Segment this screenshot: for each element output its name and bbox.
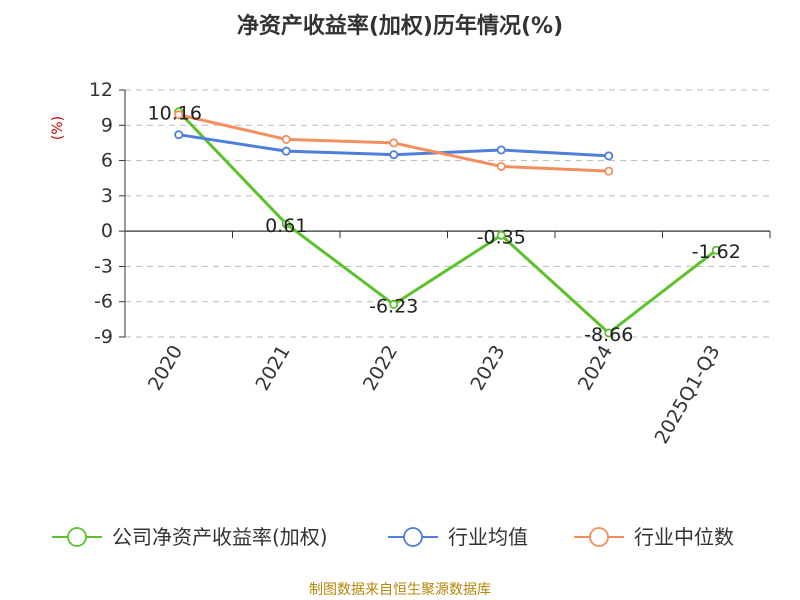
legend: 公司净资产收益率(加权) 行业均值 行业中位数	[52, 525, 734, 549]
data-point	[604, 166, 614, 176]
legend-swatch-marker	[403, 527, 423, 547]
data-point	[604, 151, 614, 161]
y-tick-label: -3	[94, 255, 113, 277]
legend-label: 行业中位数	[634, 525, 734, 549]
chart-title: 净资产收益率(加权)历年情况(%)	[237, 13, 563, 39]
y-tick-label: 0	[101, 220, 113, 242]
data-point	[389, 138, 399, 148]
data-point	[711, 245, 721, 255]
x-tick-labels: 2020 2021 2022 2023 2024 2025Q1-Q3	[144, 342, 725, 448]
legend-label: 行业均值	[448, 525, 528, 549]
x-tick-label: 2024	[574, 342, 617, 395]
series-lines	[174, 107, 721, 338]
y-tick-label: 3	[101, 185, 113, 207]
data-point	[281, 146, 291, 156]
data-label: 0.61	[265, 215, 307, 237]
data-point	[281, 219, 291, 229]
data-label: -0.35	[477, 226, 526, 248]
y-tick-label: 9	[101, 114, 113, 136]
axes	[119, 89, 771, 338]
data-point	[604, 328, 614, 338]
data-label: -1.62	[692, 241, 741, 263]
data-label: -6.23	[369, 295, 418, 317]
data-point	[496, 230, 506, 240]
grid-lines	[125, 89, 770, 338]
x-tick-label: 2023	[466, 342, 509, 395]
x-tick-label: 2025Q1-Q3	[651, 342, 725, 448]
data-point	[174, 130, 184, 140]
y-tick-label: 6	[101, 150, 113, 172]
legend-label: 公司净资产收益率(加权)	[112, 525, 328, 549]
y-tick-label: -6	[94, 291, 113, 313]
series-line	[177, 110, 718, 335]
data-point	[281, 134, 291, 144]
data-point	[496, 145, 506, 155]
data-point	[174, 110, 184, 120]
x-tick-label: 2022	[359, 342, 402, 395]
y-tick-label: 12	[89, 79, 113, 101]
y-tick-label: -9	[94, 326, 113, 348]
legend-swatch-marker	[589, 527, 609, 547]
y-axis-unit: (%)	[50, 116, 66, 140]
y-tick-labels: 12 9 6 3 0 -3 -6 -9	[89, 79, 113, 348]
data-label: 10.16	[148, 103, 202, 125]
data-labels: 10.16 0.61 -6.23 -0.35 -8.66 -1.62	[148, 103, 741, 346]
source-note: 制图数据来自恒生聚源数据库	[309, 582, 491, 598]
data-label: -8.66	[584, 324, 633, 346]
data-point	[389, 299, 399, 309]
data-point	[496, 161, 506, 171]
x-tick-label: 2020	[144, 342, 187, 395]
data-point	[389, 150, 399, 160]
legend-swatch-marker	[67, 527, 87, 547]
x-tick-label: 2021	[251, 342, 294, 395]
